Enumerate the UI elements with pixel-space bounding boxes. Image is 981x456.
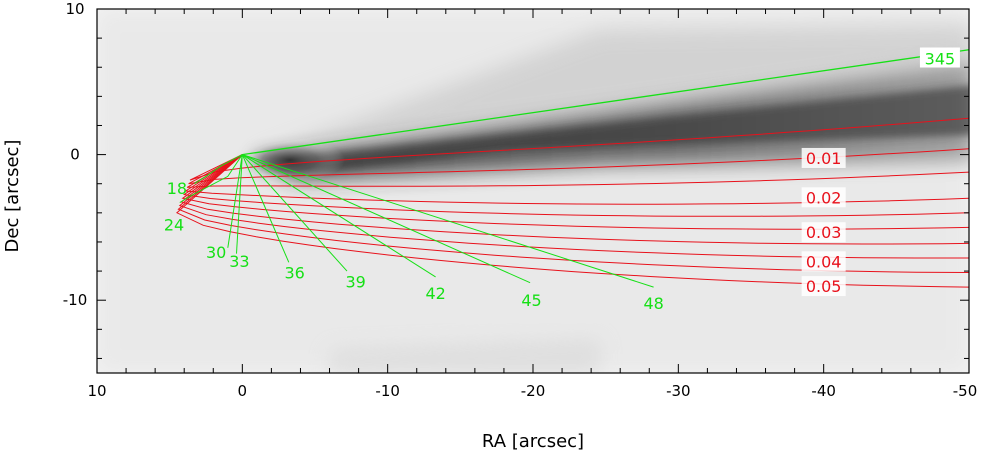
- beta-label-bg: [801, 222, 846, 243]
- beta-label-bg: [801, 147, 846, 168]
- x-tick-label: 0: [238, 382, 248, 400]
- x-axis-title: RA [arcsec]: [482, 431, 584, 452]
- x-tick-label: 10: [87, 382, 106, 400]
- synchrone-lines: [179, 154, 654, 288]
- x-tick-label: -40: [811, 382, 836, 400]
- syndyne-label-bg: [919, 47, 960, 68]
- beta-curve: [189, 117, 969, 181]
- y-tick-label: -10: [63, 291, 88, 309]
- synchrone-label: 33: [229, 252, 249, 271]
- synchrone-line: [241, 154, 290, 263]
- beta-label-bg: [801, 276, 846, 297]
- beta-curve: [186, 154, 969, 188]
- synchrone-line: [241, 154, 348, 272]
- y-tick-label: 0: [70, 146, 80, 164]
- x-tick-label: -20: [521, 382, 546, 400]
- beta-label-bg: [801, 251, 846, 272]
- synchrone-label: 42: [425, 284, 445, 303]
- synchrone-label: 45: [521, 291, 541, 310]
- x-tick-label: -50: [953, 382, 978, 400]
- synchrone-label: 24: [164, 215, 184, 234]
- beta-label: 0.05: [806, 277, 842, 296]
- beta-label-bg: [801, 187, 846, 208]
- synchrone-line: [242, 154, 654, 288]
- x-tick-label: -30: [666, 382, 691, 400]
- syndyne-line: [242, 49, 969, 156]
- beta-curve: [182, 154, 969, 217]
- synchrone-line: [236, 154, 243, 254]
- synchrone-line: [242, 154, 436, 278]
- y-tick-label: 10: [65, 0, 84, 18]
- synchrone-label: 48: [643, 294, 663, 313]
- y-axis-title: Dec [arcsec]: [2, 140, 23, 253]
- syndyne-345-line: [242, 49, 969, 156]
- beta-curve: [180, 154, 969, 245]
- x-tick-label: -10: [375, 382, 400, 400]
- annotation-labels: 18 24 30 33 36 39 42 45 48 0.01 0.02 0.03 0.04 0.05 34…: [164, 47, 960, 313]
- synchrone-line: [179, 154, 243, 204]
- synchrone-label: 39: [346, 272, 366, 291]
- beta-label: 0.04: [806, 252, 842, 271]
- synchrone-label: 18: [167, 179, 187, 198]
- axis-ticks: 10 0 -10 -20 -30 -40 -50 10 0 -10: [63, 0, 978, 400]
- synchrone-line: [242, 154, 531, 284]
- beta-label: 0.01: [806, 149, 842, 168]
- beta-label: 0.03: [806, 223, 842, 242]
- synchrone-line: [194, 154, 243, 185]
- synchrone-line: [227, 154, 243, 248]
- beta-label: 0.02: [806, 188, 842, 207]
- synchrone-label: 30: [206, 243, 226, 262]
- syndyne-label: 345: [925, 50, 956, 69]
- synchrone-label: 36: [284, 264, 304, 283]
